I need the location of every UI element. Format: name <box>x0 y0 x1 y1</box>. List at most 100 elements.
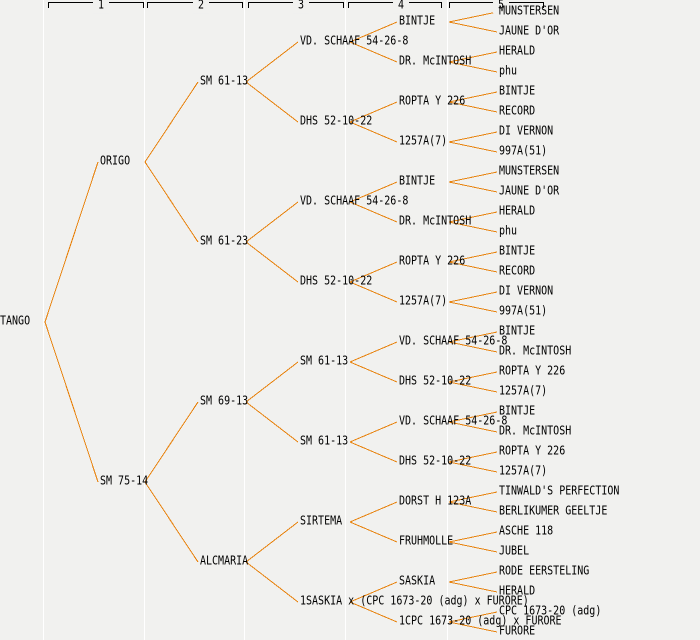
pedigree-edge <box>448 291 498 303</box>
pedigree-node-bin5d[interactable]: BINTJE <box>499 404 536 419</box>
pedigree-node-sm6123[interactable]: SM 61-23 <box>200 234 249 249</box>
pedigree-edge <box>448 411 498 423</box>
pedigree-edge <box>448 501 498 513</box>
pedigree-node-vds4[interactable]: VD. SCHAAF 54-26-8 <box>399 414 508 429</box>
pedigree-node-jubel[interactable]: JUBEL <box>499 544 530 559</box>
pedigree-edge <box>245 81 299 123</box>
pedigree-node-sm6113a[interactable]: SM 61-13 <box>200 74 249 89</box>
pedigree-node-mci5b[interactable]: DR. McINTOSH <box>499 424 572 439</box>
column-separator <box>43 0 44 640</box>
pedigree-node-sm7514[interactable]: SM 75-14 <box>100 474 149 489</box>
pedigree-node-mun1[interactable]: MUNSTERSEN <box>499 4 560 19</box>
pedigree-edge <box>448 171 498 183</box>
pedigree-node-div2[interactable]: DI VERNON <box>499 284 554 299</box>
pedigree-edge <box>349 21 398 43</box>
pedigree-node-dhs1[interactable]: DHS 52-10-22 <box>300 114 373 129</box>
pedigree-edge <box>448 341 498 353</box>
pedigree-edge <box>349 281 398 303</box>
generation-number: 3 <box>293 0 309 14</box>
pedigree-node-her2[interactable]: HERALD <box>499 204 536 219</box>
pedigree-node-mun2[interactable]: MUNSTERSEN <box>499 164 560 179</box>
pedigree-edge <box>448 61 498 73</box>
pedigree-node-bintje1[interactable]: BINTJE <box>399 14 436 29</box>
pedigree-node-ropta2[interactable]: ROPTA Y 226 <box>399 254 466 269</box>
pedigree-node-rop5a[interactable]: ROPTA Y 226 <box>499 364 566 379</box>
pedigree-node-furore[interactable]: FURORE <box>499 624 536 639</box>
pedigree-node-alcmaria[interactable]: ALCMARIA <box>200 554 249 569</box>
pedigree-node-vds3[interactable]: VD. SCHAAF 54-26-8 <box>399 334 508 349</box>
pedigree-node-ropta1[interactable]: ROPTA Y 226 <box>399 94 466 109</box>
pedigree-node-bin5a[interactable]: BINTJE <box>499 84 536 99</box>
pedigree-node-origo[interactable]: ORIGO <box>100 154 131 169</box>
pedigree-node-a997x1[interactable]: 997A(51) <box>499 144 548 159</box>
pedigree-edge <box>448 421 498 433</box>
pedigree-edge <box>448 11 498 23</box>
pedigree-node-fruhmolle[interactable]: FRUHMOLLE <box>399 534 454 549</box>
pedigree-node-dorst[interactable]: DORST H 123A <box>399 494 472 509</box>
pedigree-node-cpc[interactable]: CPC 1673-20 (adg) <box>499 604 602 619</box>
pedigree-node-phu1[interactable]: phu <box>499 64 518 79</box>
pedigree-edge <box>448 101 498 113</box>
pedigree-node-jau2[interactable]: JAUNE D'OR <box>499 184 560 199</box>
pedigree-node-a1257x5a[interactable]: 1257A(7) <box>499 384 548 399</box>
pedigree-edge <box>448 221 498 233</box>
pedigree-node-vds2[interactable]: VD. SCHAAF 54-26-8 <box>300 194 409 209</box>
pedigree-node-tinwald[interactable]: TINWALD'S PERFECTION <box>499 484 620 499</box>
pedigree-node-sm6113c[interactable]: SM 61-13 <box>300 434 349 449</box>
pedigree-edge <box>448 611 498 623</box>
pedigree-node-bin5c[interactable]: BINTJE <box>499 324 536 339</box>
pedigree-node-mci5a[interactable]: DR. McINTOSH <box>499 344 572 359</box>
pedigree-edge <box>448 461 498 473</box>
pedigree-node-tango[interactable]: TANGO <box>0 314 31 329</box>
pedigree-edge <box>245 561 299 603</box>
pedigree-node-mcintosh1[interactable]: DR. McINTOSH <box>399 54 472 69</box>
pedigree-edge <box>448 211 498 223</box>
pedigree-node-mcintosh2[interactable]: DR. McINTOSH <box>399 214 472 229</box>
pedigree-node-a1257x2[interactable]: 1257A(7) <box>399 294 448 309</box>
pedigree-edge <box>144 161 199 243</box>
pedigree-edge <box>448 251 498 263</box>
pedigree-edge <box>448 91 498 103</box>
pedigree-edge <box>448 21 498 33</box>
pedigree-edge <box>349 341 398 363</box>
pedigree-edge <box>448 181 498 193</box>
pedigree-node-sirtema[interactable]: SIRTEMA <box>300 514 343 529</box>
pedigree-edge <box>349 361 398 383</box>
pedigree-node-jau1[interactable]: JAUNE D'OR <box>499 24 560 39</box>
pedigree-node-saskia[interactable]: SASKIA <box>399 574 436 589</box>
pedigree-node-bin5b[interactable]: BINTJE <box>499 244 536 259</box>
pedigree-node-a997x2[interactable]: 997A(51) <box>499 304 548 319</box>
pedigree-node-asche[interactable]: ASCHE 118 <box>499 524 554 539</box>
pedigree-node-dhs2[interactable]: DHS 52-10-22 <box>300 274 373 289</box>
pedigree-node-sm6913[interactable]: SM 69-13 <box>200 394 249 409</box>
pedigree-node-berlikumer[interactable]: BERLIKUMER GEELTJE <box>499 504 608 519</box>
pedigree-node-sm6113b[interactable]: SM 61-13 <box>300 354 349 369</box>
pedigree-node-vds1[interactable]: VD. SCHAAF 54-26-8 <box>300 34 409 49</box>
pedigree-edge <box>349 261 398 283</box>
pedigree-edge <box>448 451 498 463</box>
pedigree-node-rec1[interactable]: RECORD <box>499 104 536 119</box>
pedigree-node-dhs3[interactable]: DHS 52-10-22 <box>399 374 472 389</box>
pedigree-edge <box>245 361 299 403</box>
pedigree-node-a1257x5b[interactable]: 1257A(7) <box>499 464 548 479</box>
pedigree-node-her5[interactable]: HERALD <box>499 584 536 599</box>
pedigree-edge <box>448 531 498 543</box>
pedigree-node-saskiax[interactable]: 1SASKIA x (CPC 1673-20 (adg) x FURORE) <box>300 594 529 609</box>
pedigree-edge <box>245 201 299 243</box>
pedigree-node-rode[interactable]: RODE EERSTELING <box>499 564 590 579</box>
pedigree-node-rec2[interactable]: RECORD <box>499 264 536 279</box>
pedigree-edge <box>349 41 398 63</box>
pedigree-node-phu2[interactable]: phu <box>499 224 518 239</box>
pedigree-edge <box>245 241 299 283</box>
pedigree-node-div1[interactable]: DI VERNON <box>499 124 554 139</box>
pedigree-node-rop5b[interactable]: ROPTA Y 226 <box>499 444 566 459</box>
pedigree-node-dhs4[interactable]: DHS 52-10-22 <box>399 454 472 469</box>
pedigree-node-bintje2[interactable]: BINTJE <box>399 174 436 189</box>
pedigree-node-her1[interactable]: HERALD <box>499 44 536 59</box>
pedigree-edge <box>144 481 199 563</box>
pedigree-edge <box>448 541 498 553</box>
pedigree-node-cpcfurore[interactable]: 1CPC 1673-20 (adg) x FURORE <box>399 614 562 629</box>
pedigree-node-a1257x1[interactable]: 1257A(7) <box>399 134 448 149</box>
pedigree-edge <box>448 51 498 63</box>
